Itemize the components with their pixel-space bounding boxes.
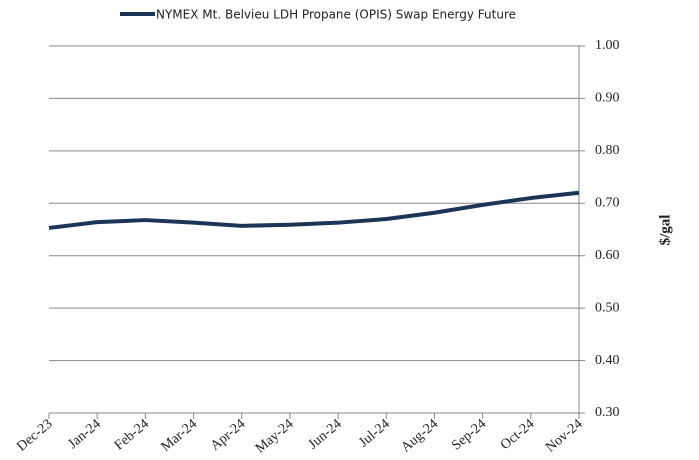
- x-tick-label: Nov-24: [543, 417, 585, 456]
- y-tick-label: 0.60: [595, 248, 620, 263]
- x-tick-label: Apr-24: [208, 417, 248, 454]
- y-tick-label: 0.90: [595, 91, 620, 106]
- y-tick-label: 0.30: [595, 405, 620, 420]
- y-tick-label: 1.00: [595, 38, 620, 53]
- x-tick-label: Feb-24: [112, 417, 152, 454]
- data-line: [48, 190, 580, 230]
- x-tick-label: Mar-24: [159, 417, 201, 455]
- y-tick-label: 0.70: [595, 196, 620, 211]
- x-tick-label: May-24: [253, 417, 297, 457]
- y-tick-label: 0.80: [595, 143, 620, 158]
- legend-label: NYMEX Mt. Belvieu LDH Propane (OPIS) Swa…: [156, 8, 516, 22]
- y-tick-label: 0.40: [595, 353, 620, 368]
- y-axis-label: $/gal: [657, 215, 673, 246]
- x-tick-label: Jan-24: [66, 417, 104, 452]
- x-tick-label: Dec-23: [14, 417, 55, 455]
- x-tick-label: Sep-24: [449, 417, 489, 454]
- x-tick-label: Oct-24: [498, 417, 537, 453]
- y-tick-label: 0.50: [595, 300, 620, 315]
- x-tick-label: Aug-24: [399, 417, 441, 456]
- x-tick-label: Jun-24: [306, 417, 345, 453]
- x-tick-label: Jul-24: [356, 417, 392, 451]
